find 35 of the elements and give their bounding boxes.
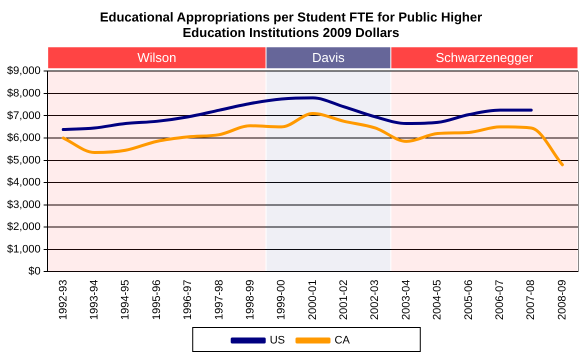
chart-title: Educational Appropriations per Student FTE for Public Higher Education Institutions 2009 Dollars (100, 9, 482, 40)
x-tick-label: 1992-93 (57, 280, 70, 320)
x-tick-label: 2001-02 (338, 280, 350, 320)
y-tick-label: $2,000 (6, 221, 41, 234)
line-series (62, 112, 564, 166)
x-tick-label: 1998-99 (244, 280, 256, 320)
x-tick-label: 2005-06 (462, 280, 475, 320)
band-label: Schwarzenegger (436, 50, 534, 65)
x-tick-label: 2002-03 (369, 280, 382, 320)
y-tick-label: $8,000 (6, 88, 41, 100)
x-tick-label: 1997-98 (213, 280, 226, 320)
band-label: Wilson (137, 50, 176, 65)
y-tick-label: $5,000 (6, 154, 41, 166)
y-tick-label: $9,000 (6, 65, 41, 78)
x-tick-label: 2003-04 (400, 280, 412, 320)
x-tick-label: 2000-01 (306, 280, 319, 320)
y-tick-label: $1,000 (6, 243, 41, 256)
x-tick-label: 1993-94 (88, 280, 100, 320)
x-tick-label: 1994-95 (120, 280, 132, 320)
line-series (62, 96, 533, 132)
y-tick-label: $0 (28, 266, 41, 278)
x-tick-label: 2006-07 (494, 280, 506, 320)
band-label: Davis (312, 50, 346, 65)
x-tick-label: 2004-05 (432, 280, 444, 320)
y-tick-label: $4,000 (6, 176, 41, 189)
x-tick-label: 1996-97 (182, 280, 194, 320)
x-tick-label: 2007-08 (525, 280, 538, 320)
y-tick-label: $7,000 (6, 110, 41, 122)
legend-label: US (270, 334, 285, 347)
y-tick-label: $3,000 (6, 198, 41, 211)
x-tick-label: 1995-96 (150, 280, 163, 320)
y-tick-label: $6,000 (6, 132, 41, 144)
x-tick-label: 1999-00 (276, 280, 288, 320)
legend-label: CA (334, 334, 350, 347)
x-tick-label: 2008-09 (556, 280, 568, 320)
